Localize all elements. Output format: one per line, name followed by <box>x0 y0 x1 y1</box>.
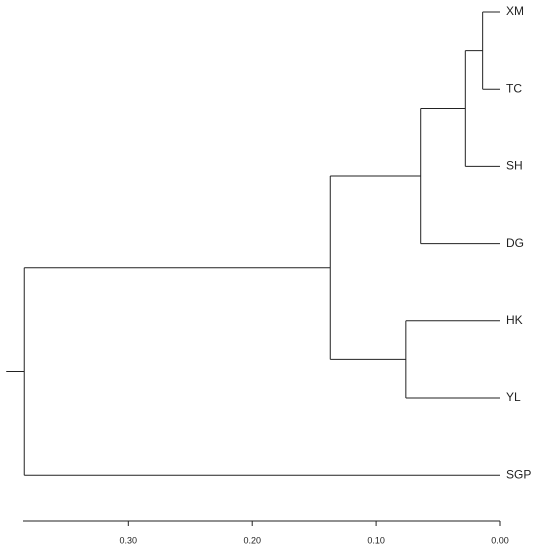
leaf-label: SH <box>506 159 523 173</box>
x-tick-label: 0.10 <box>367 535 385 545</box>
leaf-label: HK <box>506 313 523 327</box>
x-tick-label: 0.20 <box>243 535 261 545</box>
leaf-label: YL <box>506 390 521 404</box>
leaf-label: XM <box>506 4 524 18</box>
leaf-label: SGP <box>506 467 531 481</box>
leaf-label: TC <box>506 81 522 95</box>
x-tick-label: 0.00 <box>491 535 509 545</box>
leaf-label: DG <box>506 236 524 250</box>
x-tick-label: 0.30 <box>120 535 138 545</box>
